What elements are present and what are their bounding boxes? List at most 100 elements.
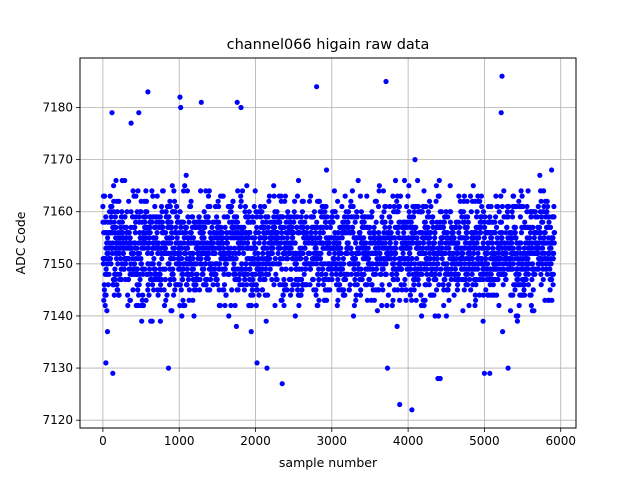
data-point [250,219,256,225]
data-point [299,209,305,215]
data-point [220,193,226,199]
data-point [221,287,227,293]
data-point [179,256,185,262]
data-point [430,214,436,220]
data-point [392,177,399,184]
data-point [135,188,141,194]
data-point [428,203,434,210]
data-point [386,224,393,230]
data-point [515,276,521,283]
data-point [358,209,364,215]
data-point [186,219,192,225]
data-point [119,209,125,215]
outlier-point [254,360,260,366]
data-point [183,230,189,236]
data-point [373,271,379,277]
data-point [391,203,397,210]
data-point [298,292,304,298]
data-point [419,313,425,319]
data-point [239,188,246,194]
data-point [229,287,235,293]
data-point [125,292,131,298]
data-point [149,188,155,194]
data-point [105,282,111,288]
data-point [450,230,456,236]
data-point [391,261,397,267]
data-point [186,297,192,303]
data-point [373,219,379,225]
data-point [240,245,246,251]
chart-title: channel066 higain raw data [227,37,430,53]
data-point [112,276,118,283]
data-point [492,219,498,225]
data-point [419,271,425,277]
data-point [369,214,375,220]
data-point [426,276,432,283]
data-point [483,256,489,262]
data-point [422,250,429,256]
data-point [133,219,139,225]
data-point [353,240,359,246]
data-point [242,203,248,210]
data-point [152,266,158,272]
data-point [266,198,272,204]
data-point [516,245,523,251]
data-point [446,245,452,251]
data-point [289,224,295,230]
data-point [354,209,360,215]
data-point [225,214,231,220]
y-tick-label: 7150 [42,257,73,271]
data-point [214,282,221,288]
data-point [412,230,418,236]
data-point [394,271,400,277]
data-point [501,266,507,272]
data-point [161,287,167,293]
data-point [378,271,384,277]
data-point [215,198,221,204]
data-point [120,250,127,256]
data-point [323,203,329,210]
data-point [163,297,169,303]
data-point [177,209,183,215]
data-point [269,276,275,283]
data-point [101,287,107,293]
data-point [468,209,474,215]
data-point [389,302,395,309]
data-point [416,240,422,246]
data-point [433,287,440,293]
data-point [294,224,300,230]
data-point [535,250,541,256]
data-point [281,302,287,309]
data-point [151,256,157,262]
data-point [323,219,329,225]
y-tick-label: 7140 [42,309,73,323]
data-point [435,313,442,319]
data-point [249,287,255,293]
data-point [198,261,204,267]
data-point [505,214,511,220]
data-point [365,245,371,251]
data-point [339,266,346,272]
data-point [104,308,110,314]
data-point [482,214,488,220]
data-point [129,245,135,251]
data-point [496,302,502,309]
data-point [510,292,516,298]
data-point [105,235,111,241]
data-point [150,193,156,199]
data-point [436,177,442,184]
data-point [467,193,474,199]
data-point [432,235,438,241]
data-point [374,308,380,314]
y-tick-label: 7160 [42,205,73,219]
data-point [421,188,427,194]
data-point [401,230,407,236]
data-point [487,214,493,220]
data-point [349,188,355,194]
data-point [174,235,180,241]
data-point [476,292,482,298]
data-point [351,302,357,309]
data-point [525,282,532,288]
data-point [421,302,427,309]
data-point [548,245,554,251]
